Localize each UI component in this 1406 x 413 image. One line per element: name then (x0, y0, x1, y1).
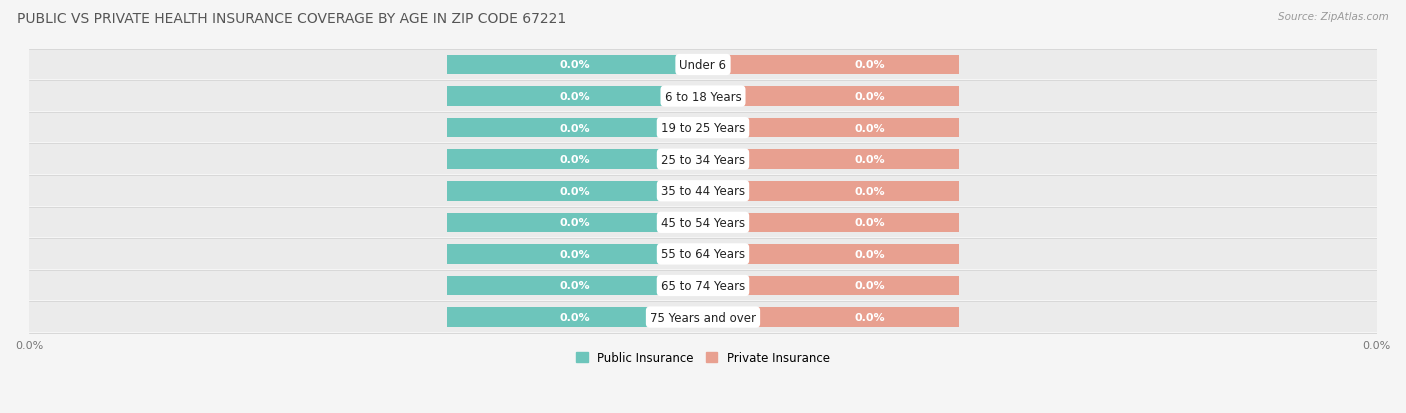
Bar (447, 56, 703, 75)
Bar (30, 50, 1376, 80)
Text: 0.0%: 0.0% (560, 123, 591, 133)
Text: 45 to 54 Years: 45 to 54 Years (661, 216, 745, 229)
Text: 6 to 18 Years: 6 to 18 Years (665, 90, 741, 103)
Text: 75 Years and over: 75 Years and over (650, 311, 756, 324)
Bar (30, 302, 1376, 332)
Bar (703, 213, 959, 233)
Text: 0.0%: 0.0% (853, 312, 884, 322)
Bar (703, 150, 959, 170)
Bar (30, 240, 1376, 269)
Text: Source: ZipAtlas.com: Source: ZipAtlas.com (1278, 12, 1389, 22)
Text: 0.0%: 0.0% (560, 218, 591, 228)
Bar (703, 308, 959, 327)
Text: 0.0%: 0.0% (560, 281, 591, 291)
Bar (447, 87, 703, 107)
Text: 19 to 25 Years: 19 to 25 Years (661, 122, 745, 135)
Bar (30, 114, 1376, 143)
Bar (30, 208, 1376, 237)
Bar (30, 82, 1376, 112)
Text: 0.0%: 0.0% (560, 60, 591, 70)
Text: 55 to 64 Years: 55 to 64 Years (661, 248, 745, 261)
Bar (703, 182, 959, 201)
Bar (703, 244, 959, 264)
Text: 0.0%: 0.0% (560, 155, 591, 165)
Text: 25 to 34 Years: 25 to 34 Years (661, 153, 745, 166)
Text: PUBLIC VS PRIVATE HEALTH INSURANCE COVERAGE BY AGE IN ZIP CODE 67221: PUBLIC VS PRIVATE HEALTH INSURANCE COVER… (17, 12, 567, 26)
Bar (447, 182, 703, 201)
Bar (447, 119, 703, 138)
Text: 0.0%: 0.0% (853, 92, 884, 102)
Bar (447, 213, 703, 233)
Text: 0.0%: 0.0% (853, 281, 884, 291)
Bar (703, 276, 959, 296)
Text: Under 6: Under 6 (679, 59, 727, 72)
Bar (703, 119, 959, 138)
Text: 0.0%: 0.0% (560, 249, 591, 259)
Bar (30, 271, 1376, 301)
Bar (30, 176, 1376, 206)
Bar (447, 150, 703, 170)
Legend: Public Insurance, Private Insurance: Public Insurance, Private Insurance (571, 347, 835, 369)
Text: 0.0%: 0.0% (853, 218, 884, 228)
Text: 65 to 74 Years: 65 to 74 Years (661, 279, 745, 292)
Text: 0.0%: 0.0% (853, 155, 884, 165)
Bar (447, 308, 703, 327)
Text: 0.0%: 0.0% (560, 92, 591, 102)
Text: 0.0%: 0.0% (853, 123, 884, 133)
Bar (703, 87, 959, 107)
Text: 0.0%: 0.0% (853, 60, 884, 70)
Bar (447, 276, 703, 296)
Text: 0.0%: 0.0% (853, 186, 884, 196)
Text: 35 to 44 Years: 35 to 44 Years (661, 185, 745, 198)
Bar (703, 56, 959, 75)
Bar (30, 145, 1376, 175)
Text: 0.0%: 0.0% (560, 312, 591, 322)
Text: 0.0%: 0.0% (853, 249, 884, 259)
Bar (447, 244, 703, 264)
Text: 0.0%: 0.0% (560, 186, 591, 196)
